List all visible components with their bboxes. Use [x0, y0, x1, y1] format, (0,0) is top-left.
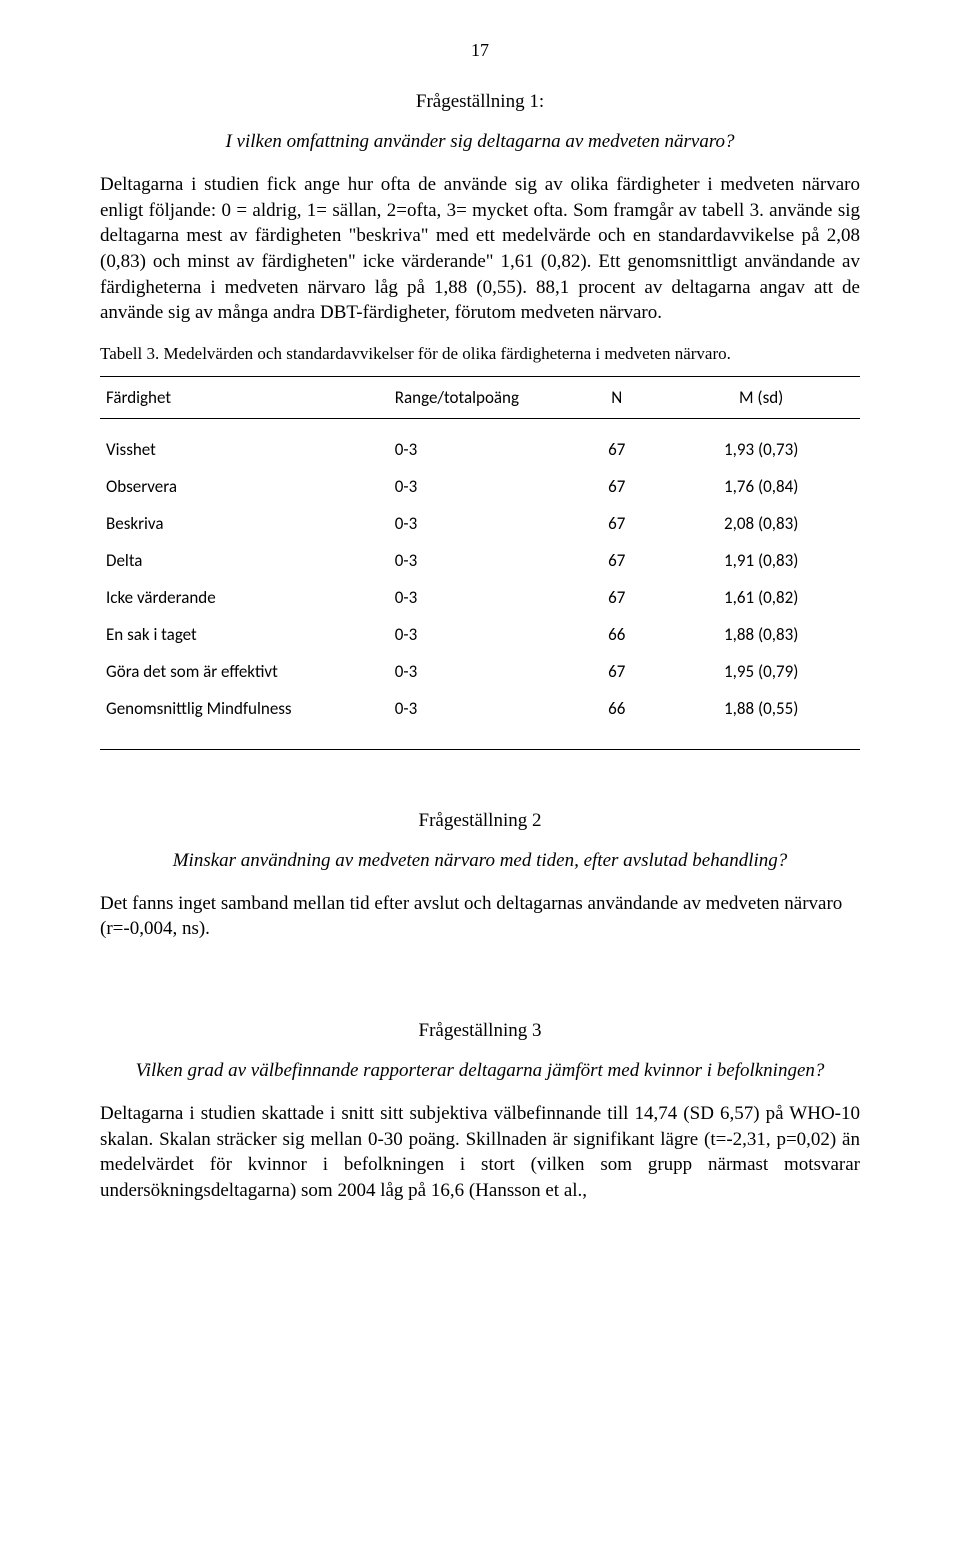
col-header-range: Range/totalpoäng — [389, 376, 571, 418]
cell-n: 66 — [571, 616, 662, 653]
cell-msd: 1,95 (0,79) — [662, 653, 860, 690]
table-row: Icke värderande 0-3 67 1,61 (0,82) — [100, 579, 860, 616]
cell-fardighet: Visshet — [100, 418, 389, 468]
document-page: 17 Frågeställning 1: I vilken omfattning… — [0, 0, 960, 1262]
table-header-row: Färdighet Range/totalpoäng N M (sd) — [100, 376, 860, 418]
cell-range: 0-3 — [389, 579, 571, 616]
page-number: 17 — [100, 40, 860, 61]
table-row: Observera 0-3 67 1,76 (0,84) — [100, 468, 860, 505]
cell-range: 0-3 — [389, 616, 571, 653]
section-3-heading: Frågeställning 3 — [100, 1020, 860, 1042]
cell-n: 66 — [571, 690, 662, 727]
cell-n: 67 — [571, 579, 662, 616]
col-header-msd: M (sd) — [662, 376, 860, 418]
col-header-fardighet: Färdighet — [100, 376, 389, 418]
cell-msd: 1,61 (0,82) — [662, 579, 860, 616]
col-header-n: N — [571, 376, 662, 418]
section-3-paragraph: Deltagarna i studien skattade i snitt si… — [100, 1101, 860, 1204]
cell-n: 67 — [571, 468, 662, 505]
section-3-subheading: Vilken grad av välbefinnande rapporterar… — [100, 1060, 860, 1082]
section-1-heading: Frågeställning 1: — [100, 91, 860, 113]
cell-msd: 2,08 (0,83) — [662, 505, 860, 542]
cell-range: 0-3 — [389, 418, 571, 468]
cell-msd: 1,93 (0,73) — [662, 418, 860, 468]
cell-n: 67 — [571, 418, 662, 468]
table-row: Genomsnittlig Mindfulness 0-3 66 1,88 (0… — [100, 690, 860, 727]
section-1-subheading: I vilken omfattning använder sig deltaga… — [100, 131, 860, 153]
section-2-paragraph: Det fanns inget samband mellan tid efter… — [100, 891, 860, 942]
cell-n: 67 — [571, 542, 662, 579]
cell-range: 0-3 — [389, 505, 571, 542]
table-rule — [100, 749, 860, 750]
cell-fardighet: Göra det som är effektivt — [100, 653, 389, 690]
table-row: Göra det som är effektivt 0-3 67 1,95 (0… — [100, 653, 860, 690]
section-2-heading: Frågeställning 2 — [100, 810, 860, 832]
cell-msd: 1,91 (0,83) — [662, 542, 860, 579]
cell-fardighet: Delta — [100, 542, 389, 579]
cell-fardighet: Observera — [100, 468, 389, 505]
cell-range: 0-3 — [389, 542, 571, 579]
table-row: Delta 0-3 67 1,91 (0,83) — [100, 542, 860, 579]
table-row: Visshet 0-3 67 1,93 (0,73) — [100, 418, 860, 468]
cell-range: 0-3 — [389, 468, 571, 505]
cell-msd: 1,88 (0,83) — [662, 616, 860, 653]
stats-table: Färdighet Range/totalpoäng N M (sd) Viss… — [100, 376, 860, 727]
cell-msd: 1,76 (0,84) — [662, 468, 860, 505]
cell-fardighet: Genomsnittlig Mindfulness — [100, 690, 389, 727]
cell-range: 0-3 — [389, 653, 571, 690]
cell-msd: 1,88 (0,55) — [662, 690, 860, 727]
section-2-subheading: Minskar användning av medveten närvaro m… — [100, 850, 860, 872]
cell-fardighet: En sak i taget — [100, 616, 389, 653]
cell-fardighet: Beskriva — [100, 505, 389, 542]
table-caption: Tabell 3. Medelvärden och standardavvike… — [100, 344, 860, 364]
cell-n: 67 — [571, 505, 662, 542]
table-row: En sak i taget 0-3 66 1,88 (0,83) — [100, 616, 860, 653]
section-1-paragraph: Deltagarna i studien fick ange hur ofta … — [100, 172, 860, 326]
cell-n: 67 — [571, 653, 662, 690]
cell-range: 0-3 — [389, 690, 571, 727]
cell-fardighet: Icke värderande — [100, 579, 389, 616]
table-row: Beskriva 0-3 67 2,08 (0,83) — [100, 505, 860, 542]
